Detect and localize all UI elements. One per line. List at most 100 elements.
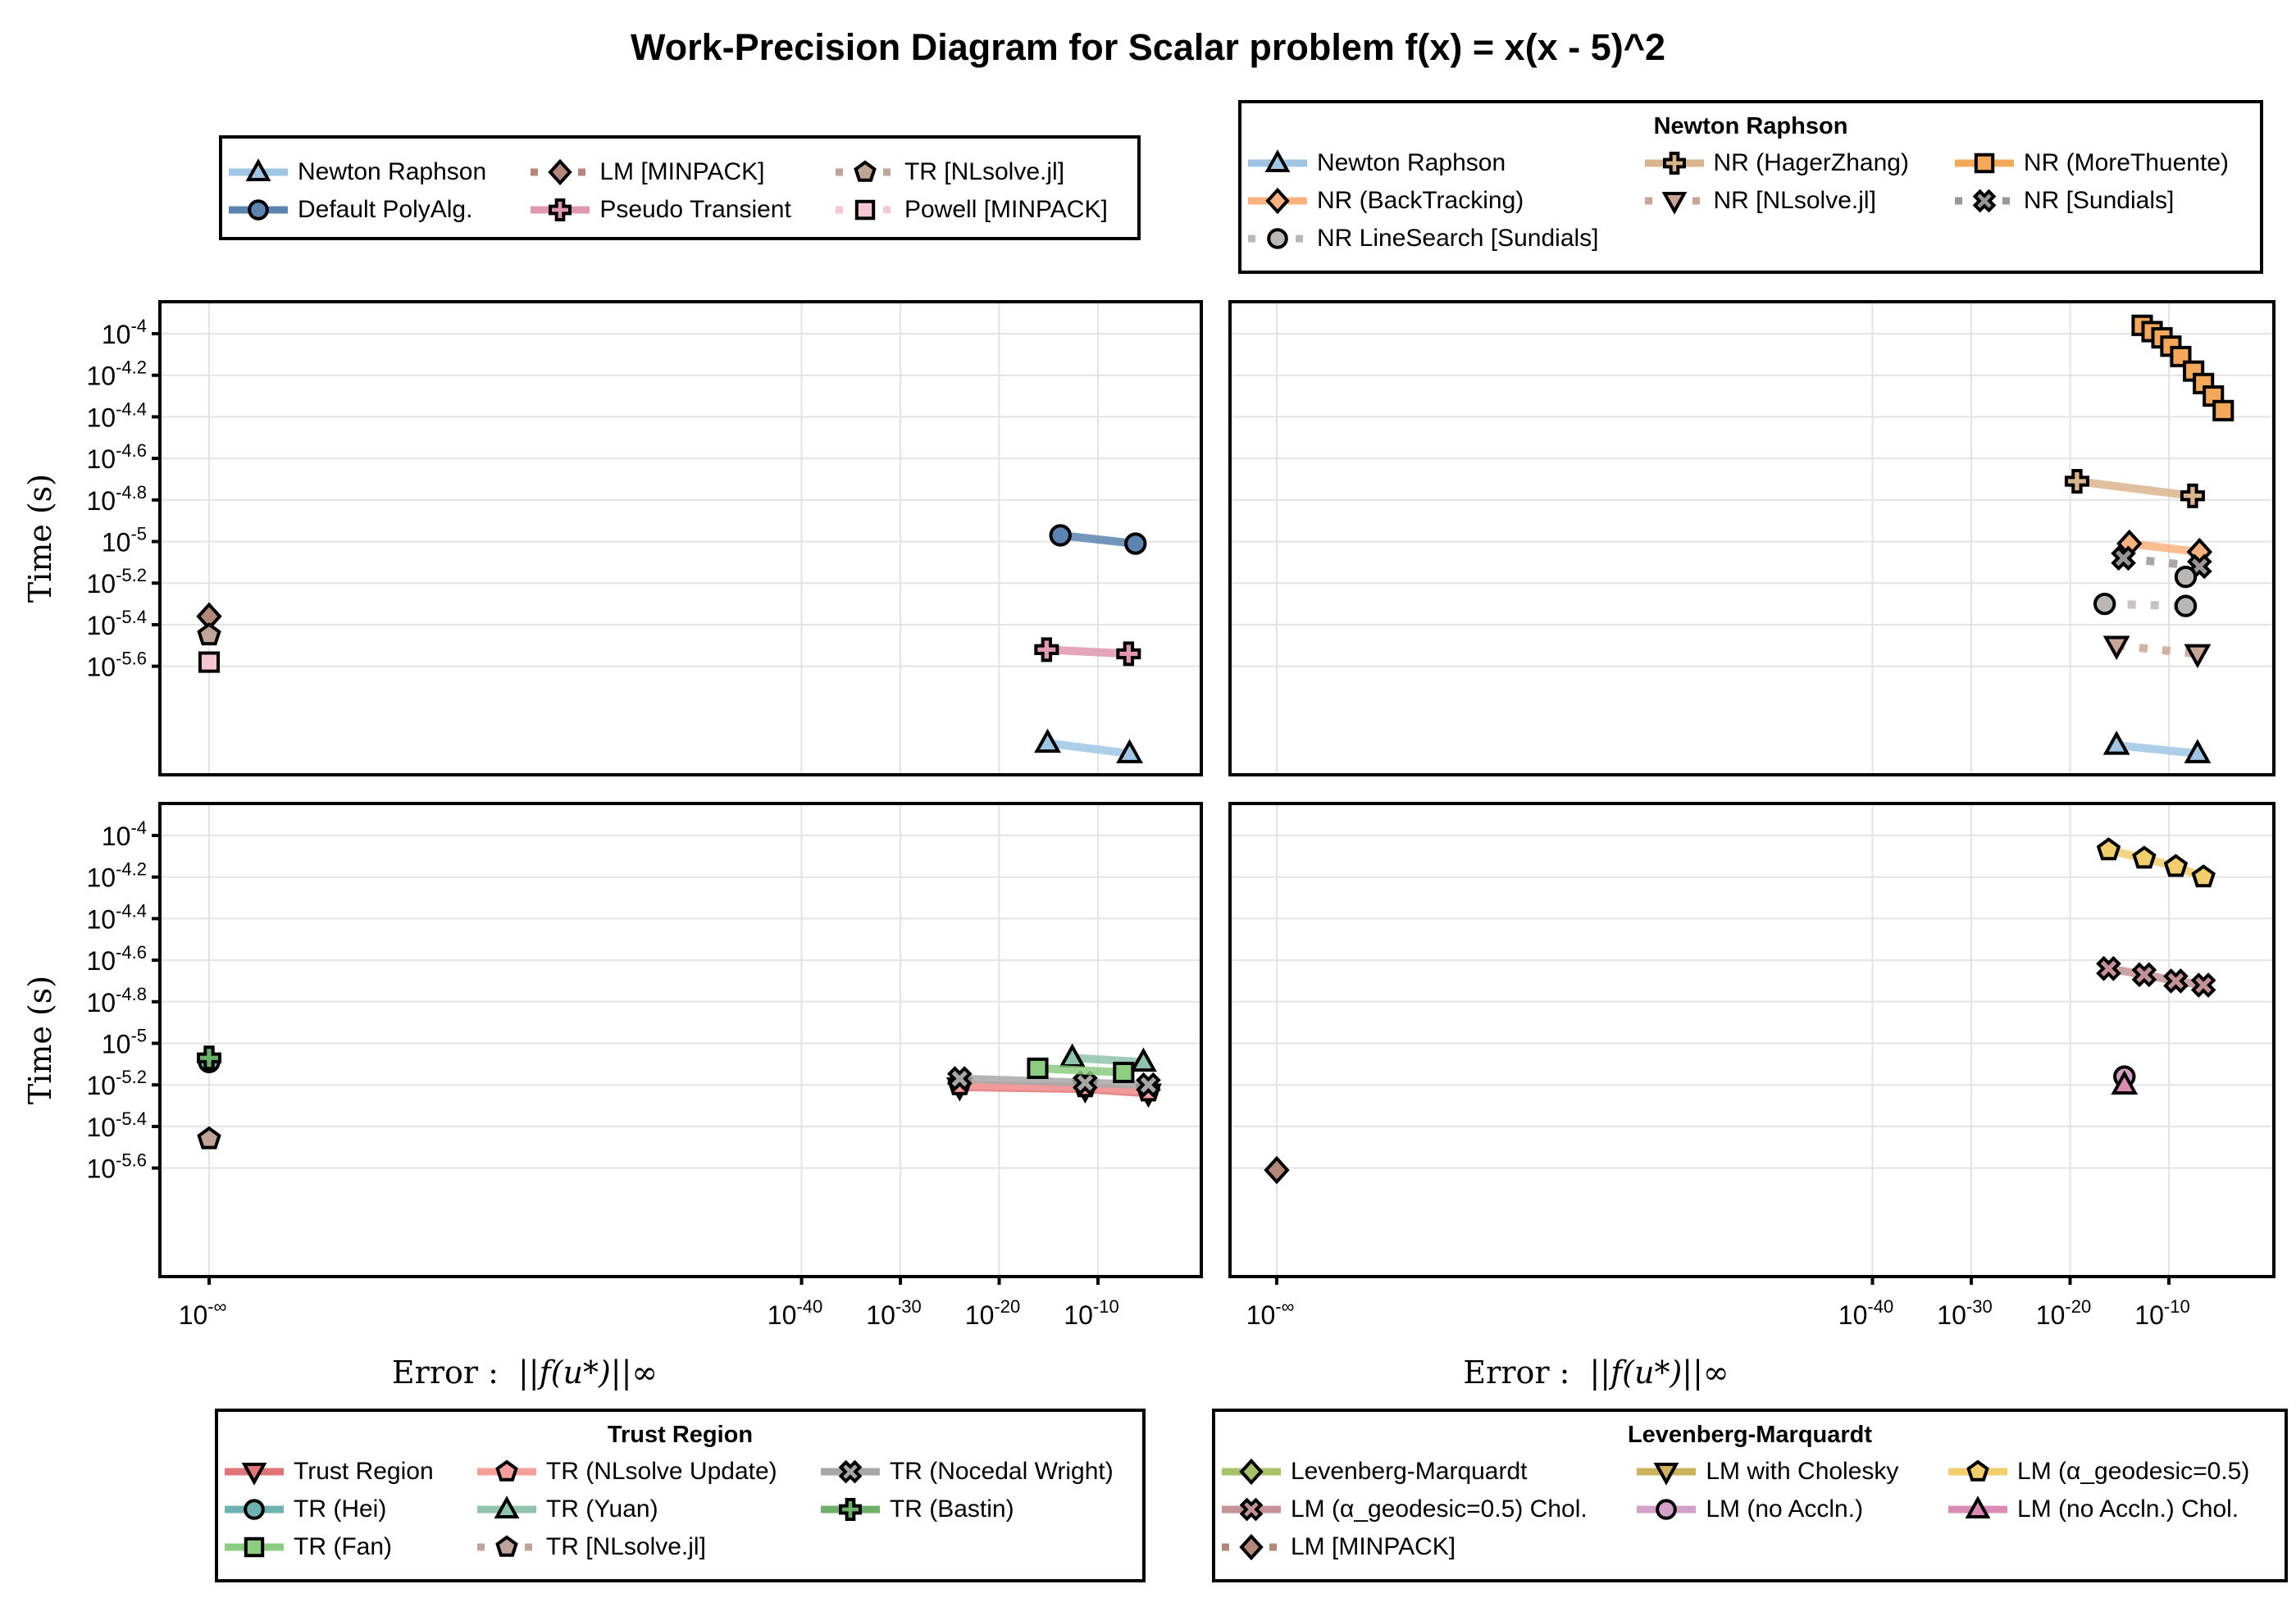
legend-marker: [549, 198, 572, 221]
legend-marker: [1267, 228, 1288, 249]
legend-label: LM (α_geodesic=0.5): [2017, 1458, 2250, 1485]
series-pseudo: [1034, 637, 1141, 667]
legend-label: Levenberg-Marquardt: [1291, 1458, 1528, 1485]
series-tr_nlsolve: [197, 1126, 221, 1149]
legend-cross-icon: [820, 1498, 880, 1521]
x-tick-exponent: -20: [2065, 1296, 2091, 1317]
series-line-pseudo: [1046, 645, 1129, 658]
y-tick-exponent: -4.2: [116, 357, 147, 378]
x-tick-exponent: -∞: [1275, 1296, 1294, 1317]
x-tick-base: 10: [768, 1300, 797, 1330]
legend-marker: [1264, 149, 1291, 172]
legend-triangle-icon: [1948, 1495, 2008, 1518]
data-point-lm_geo_chol: [2131, 962, 2157, 988]
legend-marker: [1239, 1533, 1264, 1561]
legend-title: Levenberg-Marquardt: [1627, 1422, 1873, 1448]
legend-entry-nr_sundials: NR [Sundials]: [1953, 182, 2253, 220]
y-tick-label: 10-4.6: [86, 942, 147, 976]
legend-diamond-icon: [531, 158, 590, 186]
y-axis-label: Time (s): [22, 474, 58, 603]
data-point-lm_geo: [2191, 864, 2216, 888]
legend-entry-nr: Newton Raphson: [1246, 144, 1624, 182]
legend-entry-tr_bastin: TR (Bastin): [819, 1491, 1136, 1528]
legend-label: TR (Fan): [294, 1533, 392, 1560]
legend-cross-icon: [1644, 152, 1704, 175]
data-point-tr_fan: [1027, 1057, 1049, 1079]
legend-newton-raphson: Newton Raphson Newton Raphson NR (HagerZh…: [1238, 100, 2263, 274]
data-point-lm_minpack: [1264, 1155, 1290, 1185]
legend-diamond-icon: [1222, 1458, 1281, 1486]
legend-levenberg-marquardt: Levenberg-Marquardt Levenberg-Marquardt L…: [1212, 1409, 2288, 1582]
legend-x-icon: [1222, 1497, 1281, 1522]
data-point-tr_fan: [1113, 1061, 1135, 1084]
legend-entry-lm_chol: LM with Cholesky: [1635, 1453, 1927, 1491]
x-tick-base: 10: [1064, 1300, 1093, 1330]
series-line-nr_bt: [2129, 539, 2200, 557]
legend-marker: [245, 158, 271, 181]
y-tick-label: 10-5.6: [86, 649, 147, 682]
x-tick-label: 10-∞: [1246, 1296, 1295, 1330]
data-point-nr_nlsolve: [2184, 644, 2212, 669]
series-line-nr_ls_sundials: [2104, 599, 2186, 611]
series-lm_minpack: [1264, 1155, 1290, 1185]
legend-marker: [1239, 1497, 1264, 1522]
legend-label: NR (MoreThuente): [2023, 149, 2229, 176]
legend-entry-nr: Newton Raphson: [227, 153, 509, 191]
legend-label: TR (NLsolve Update): [545, 1458, 777, 1485]
legend-entry-tr_nw: TR (Nocedal Wright): [819, 1453, 1136, 1491]
series-nr_hz: [2064, 468, 2205, 508]
y-tick-base: 10: [86, 444, 116, 474]
data-point-pseudo: [1034, 637, 1059, 662]
y-tick-base: 10: [86, 362, 116, 391]
y-tick-exponent: -5.4: [116, 607, 147, 627]
data-point-tr_nw: [1136, 1072, 1161, 1098]
series-nr: [2102, 731, 2212, 763]
legend-pentagon-icon: [835, 160, 895, 182]
series-line-nr: [2116, 740, 2198, 758]
legend-label: Default PolyAlg.: [298, 196, 473, 223]
series-tr_nw: [946, 1066, 1161, 1098]
data-point-lm_geo_chol: [2163, 968, 2189, 994]
legend-entry-lm: Levenberg-Marquardt: [1220, 1453, 1615, 1491]
legend-marker: [838, 1459, 863, 1484]
legend-title: Trust Region: [607, 1422, 754, 1448]
data-point-tr_nlsolve: [197, 622, 221, 646]
x-tick-label: 10-30: [1937, 1296, 1992, 1330]
y-tick-exponent: -5: [130, 524, 147, 544]
y-tick-label: 10-4.6: [86, 440, 147, 474]
y-tick-exponent: -4.8: [116, 984, 147, 1004]
legend-label: TR [NLsolve.jl]: [545, 1533, 706, 1560]
x-tick-label: 10-40: [768, 1296, 822, 1330]
data-point-nr_mt: [2212, 399, 2234, 421]
chart-title: Work-Precision Diagram for Scalar proble…: [630, 26, 1666, 68]
legend-label: TR (Nocedal Wright): [889, 1458, 1114, 1485]
x-tick-base: 10: [2134, 1300, 2164, 1330]
y-tick-base: 10: [86, 904, 116, 934]
legend-label: NR [Sundials]: [2023, 187, 2175, 214]
y-tick-base: 10: [102, 528, 131, 558]
y-tick-base: 10: [86, 1113, 116, 1142]
y-tick-base: 10: [86, 1071, 116, 1100]
y-tick-label: 10-5: [102, 524, 147, 558]
legend-marker: [248, 199, 269, 221]
data-point-nr: [2102, 731, 2130, 755]
series-lm_noacc_chol: [2111, 1070, 2139, 1095]
y-tick-base: 10: [102, 822, 131, 851]
data-point-tr_nw: [946, 1066, 973, 1091]
legend-label: TR (Bastin): [889, 1495, 1014, 1523]
legend-pentagon-icon: [1948, 1459, 2008, 1482]
x-tick-label: 10-30: [866, 1296, 921, 1330]
y-tick-label: 10-4.8: [86, 984, 147, 1017]
legend-circle-icon: [229, 199, 288, 221]
y-tick-label: 10-4.4: [86, 398, 147, 432]
x-axis-label-prefix: Error :: [1463, 1354, 1579, 1391]
legend-entry-pseudo: Pseudo Transient: [529, 191, 814, 229]
legend-marker: [1265, 187, 1290, 215]
legend-label: LM (α_geodesic=0.5) Chol.: [1291, 1495, 1588, 1523]
data-point-lm_geo: [2132, 845, 2157, 869]
legend-label: NR LineSearch [Sundials]: [1317, 225, 1599, 252]
x-tick-base: 10: [179, 1300, 208, 1330]
legend-entry-lm_geo_chol: LM (α_geodesic=0.5) Chol.: [1220, 1491, 1615, 1528]
legend-circle-icon: [1637, 1499, 1697, 1520]
